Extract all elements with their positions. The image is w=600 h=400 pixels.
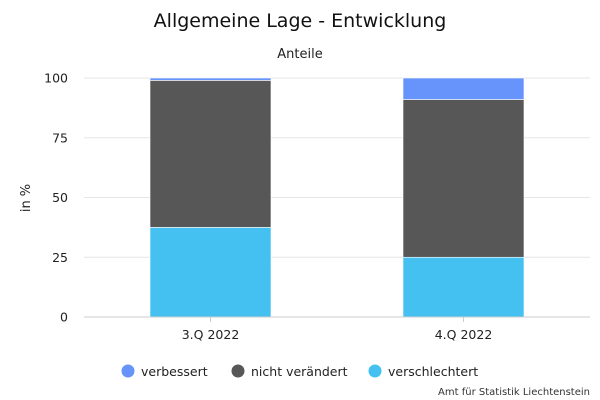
y-tick-label: 75 [52,130,68,145]
bar-segment-verschlechtert [149,227,272,318]
bar-segment-nicht-verändert [402,99,525,258]
legend-swatch [121,364,135,378]
legend-label: verbessert [141,364,208,379]
legend-label: verschlechtert [388,364,478,379]
source-credit: Amt für Statistik Liechtenstein [438,387,590,398]
bars [149,77,525,318]
legend: verbessert nicht verändert verschlechtert [121,364,478,379]
y-axis-ticks: 0 25 50 75 100 [44,71,68,325]
legend-swatch [231,364,245,378]
chart-title: Allgemeine Lage - Entwicklung [154,10,447,32]
y-tick-label: 50 [52,190,68,205]
legend-swatch [368,364,382,378]
x-axis-ticks: 3.Q 2022 4.Q 2022 [84,316,590,342]
bar-segment-verbessert [402,77,525,100]
legend-label: nicht verändert [251,364,348,379]
y-tick-label: 25 [52,250,68,265]
chart-subtitle: Anteile [277,47,322,62]
y-tick-label: 100 [44,71,68,86]
y-tick-label: 0 [60,310,68,325]
bar-segment-verschlechtert [402,256,525,318]
x-tick-label: 4.Q 2022 [435,327,493,342]
x-tick-label: 3.Q 2022 [182,327,240,342]
bar-segment-verbessert [149,77,272,81]
y-axis-label: in % [19,184,34,212]
bar-segment-nicht-verändert [149,80,272,228]
